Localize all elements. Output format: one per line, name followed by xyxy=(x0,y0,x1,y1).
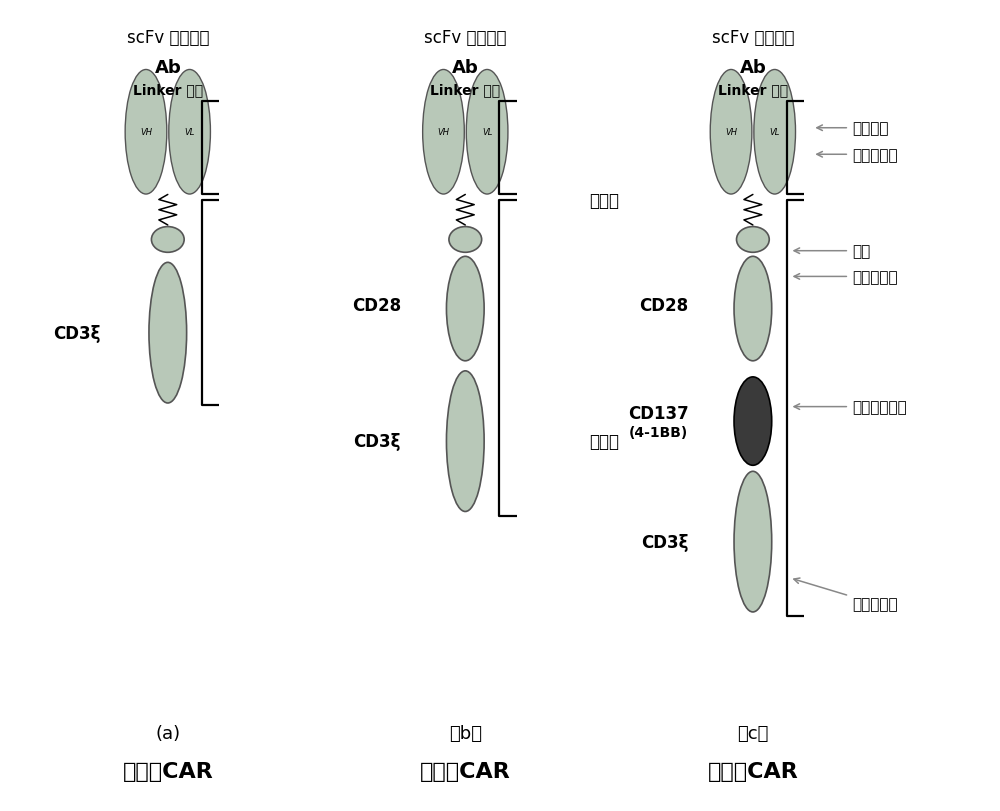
Text: 共刺激结构域: 共刺激结构域 xyxy=(794,400,907,414)
Text: Linker 短肽: Linker 短肽 xyxy=(133,83,203,97)
Text: CD3ξ: CD3ξ xyxy=(641,533,688,551)
Ellipse shape xyxy=(169,71,210,195)
Text: 第三代CAR: 第三代CAR xyxy=(708,761,798,781)
Text: scFv 单链抗体: scFv 单链抗体 xyxy=(712,29,794,47)
Ellipse shape xyxy=(734,472,772,612)
Ellipse shape xyxy=(754,71,796,195)
Text: 跨膜结构域: 跨膜结构域 xyxy=(794,269,898,285)
Text: CD28: CD28 xyxy=(352,296,401,314)
Text: （c）: （c） xyxy=(737,724,769,742)
Ellipse shape xyxy=(446,371,484,512)
Text: 膜外区: 膜外区 xyxy=(589,432,619,451)
Ellipse shape xyxy=(734,257,772,362)
Text: Linker 短肽: Linker 短肽 xyxy=(718,83,788,97)
Text: 抗原结合域: 抗原结合域 xyxy=(817,148,898,162)
Text: （b）: （b） xyxy=(449,724,482,742)
Ellipse shape xyxy=(734,377,772,466)
Text: CD3ξ: CD3ξ xyxy=(53,324,100,342)
Ellipse shape xyxy=(151,227,184,253)
Text: VL: VL xyxy=(770,128,780,137)
Ellipse shape xyxy=(466,71,508,195)
Text: 第二代CAR: 第二代CAR xyxy=(420,761,511,781)
Text: scFv 单链抗体: scFv 单链抗体 xyxy=(127,29,209,47)
Text: VH: VH xyxy=(725,128,737,137)
Text: VH: VH xyxy=(140,128,152,137)
Text: VH: VH xyxy=(437,128,449,137)
Text: 膜外区: 膜外区 xyxy=(589,192,619,210)
Text: (a): (a) xyxy=(155,724,180,742)
Text: VL: VL xyxy=(482,128,492,137)
Ellipse shape xyxy=(737,227,769,253)
Text: 铰链: 铰链 xyxy=(794,244,870,259)
Text: Ab: Ab xyxy=(452,59,479,77)
Text: Linker 短肽: Linker 短肽 xyxy=(430,83,500,97)
Text: VL: VL xyxy=(184,128,195,137)
Text: 转录激活域: 转录激活域 xyxy=(794,578,898,611)
Ellipse shape xyxy=(125,71,167,195)
Ellipse shape xyxy=(446,257,484,362)
Text: (4-1BB): (4-1BB) xyxy=(629,426,688,440)
Ellipse shape xyxy=(423,71,464,195)
Text: scFv 单链抗体: scFv 单链抗体 xyxy=(424,29,507,47)
Text: CD137: CD137 xyxy=(628,405,688,423)
Text: Ab: Ab xyxy=(740,59,766,77)
Ellipse shape xyxy=(710,71,752,195)
Text: CD28: CD28 xyxy=(639,296,688,314)
Ellipse shape xyxy=(449,227,482,253)
Text: 第一代CAR: 第一代CAR xyxy=(122,761,213,781)
Text: Ab: Ab xyxy=(154,59,181,77)
Ellipse shape xyxy=(149,263,187,404)
Text: CD3ξ: CD3ξ xyxy=(353,432,401,451)
Text: 抗体来源: 抗体来源 xyxy=(817,121,889,136)
